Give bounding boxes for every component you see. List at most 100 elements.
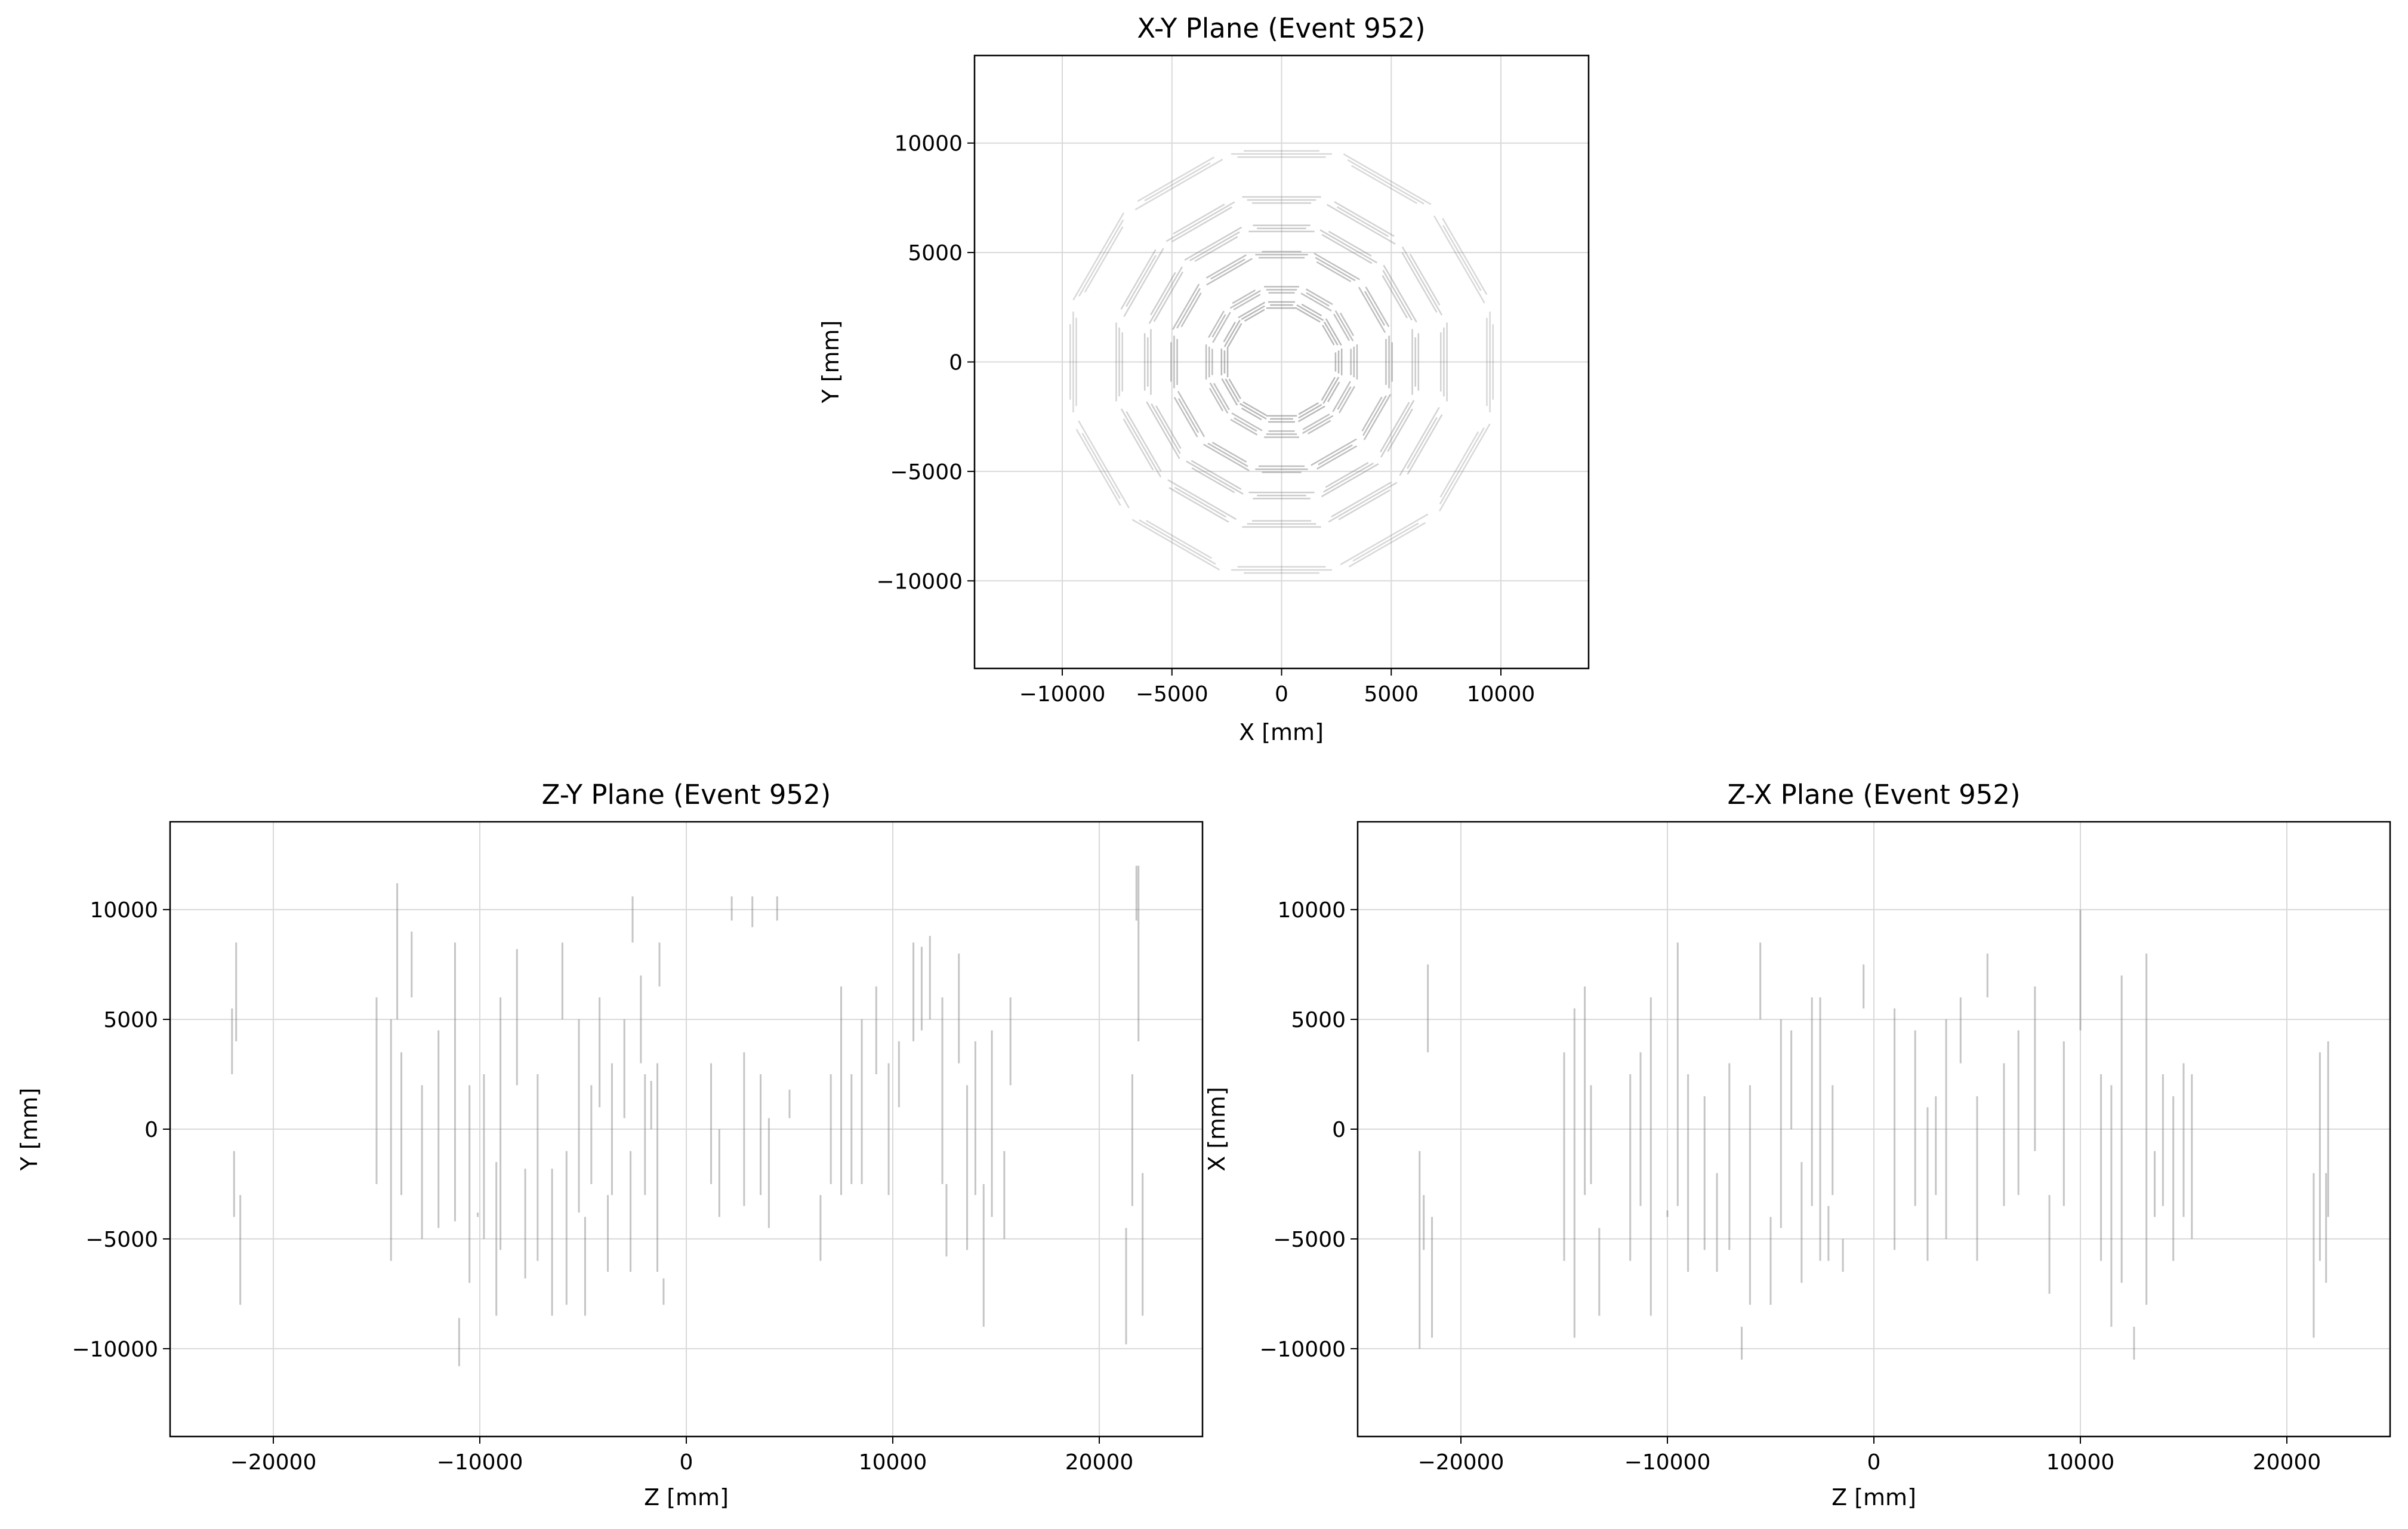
xy-segment: [1223, 321, 1237, 343]
xy-segment: [1126, 411, 1162, 472]
xy-segment: [1230, 418, 1258, 436]
xy-segment: [1173, 204, 1225, 235]
xy-segment: [1401, 246, 1443, 316]
xy-segment: [1407, 414, 1443, 475]
xy-segment: [1439, 431, 1479, 498]
zx-ytick-label: 10000: [1277, 898, 1346, 923]
xy-segment: [1352, 522, 1419, 562]
xy-segment: [1211, 442, 1247, 463]
xy-segment: [1120, 408, 1162, 478]
xy-segments: [1069, 150, 1494, 574]
xy-segment: [1208, 310, 1225, 338]
zy-ylabel: Y [mm]: [16, 1088, 42, 1172]
xy-segment: [1145, 520, 1213, 559]
xy-segment: [1327, 381, 1340, 403]
xy-segment: [1212, 312, 1231, 343]
zx-ytick-label: 0: [1332, 1118, 1346, 1142]
xy-segment: [1131, 519, 1220, 571]
xy-segment: [1333, 313, 1351, 341]
zx-segments: [1419, 910, 2329, 1360]
xy-segment: [1123, 248, 1164, 317]
xy-segment: [1229, 289, 1261, 309]
xy-segment: [1364, 291, 1386, 326]
zy-ytick-label: −10000: [72, 1337, 158, 1362]
xy-segment: [1331, 482, 1392, 518]
xy-segment: [1191, 467, 1235, 494]
xy-segment: [1361, 396, 1383, 432]
xy-segment: [1351, 165, 1418, 204]
xy-segment: [1343, 153, 1432, 205]
xy-segment: [1242, 401, 1267, 416]
zx-xlabel: Z [mm]: [1832, 1484, 1916, 1510]
xy-segment: [1301, 303, 1322, 317]
xy-ytick-label: 10000: [894, 132, 963, 156]
xy-segment: [1305, 288, 1333, 306]
zx-xtick-label: 20000: [2253, 1450, 2321, 1475]
xy-segment: [1228, 378, 1241, 399]
xy-segment: [1438, 423, 1491, 511]
xy-segment: [1306, 292, 1330, 307]
xy-segment: [1227, 323, 1242, 347]
zy-grid: [170, 822, 1203, 1436]
zx-xtick-label: 0: [1867, 1450, 1881, 1475]
xy-segment: [1205, 254, 1247, 279]
xy-segment: [1184, 226, 1242, 261]
xy-segment: [1316, 445, 1358, 470]
zy-xtick-label: −20000: [230, 1450, 317, 1475]
xy-segment: [1191, 460, 1242, 490]
xy-segment: [1296, 308, 1321, 323]
xy-segment: [1407, 417, 1438, 469]
xy-segment: [1325, 462, 1369, 488]
xy-segment: [1209, 382, 1229, 414]
xy-segment: [1189, 231, 1240, 261]
xy-segment: [1338, 489, 1390, 520]
xy-segment: [1302, 415, 1334, 434]
zx-ytick-label: 5000: [1291, 1008, 1346, 1032]
xy-ticks: −10000 −5000 0 5000 10000 −10000 −5000 0 5000 100…: [876, 132, 1535, 707]
xy-ylabel: Y [mm]: [818, 320, 844, 404]
xy-segment: [1322, 325, 1335, 346]
xy-segment: [1442, 218, 1488, 295]
xy-ytick-label: 0: [949, 351, 963, 375]
xy-segment: [1155, 405, 1182, 449]
xy-segment: [1323, 321, 1339, 346]
xy-segment: [1241, 407, 1262, 421]
zy-xtick-label: 10000: [859, 1450, 927, 1475]
xy-segment: [1207, 442, 1248, 467]
zy-xtick-label: 20000: [1065, 1450, 1134, 1475]
xy-segment: [1084, 226, 1124, 293]
xy-segment: [1139, 519, 1216, 565]
xy-segment: [1203, 443, 1250, 471]
xy-segment: [1225, 378, 1240, 403]
xy-segment: [1081, 433, 1121, 500]
xy-segment: [1442, 224, 1482, 291]
xy-segment: [1334, 201, 1395, 237]
xy-segment: [1326, 204, 1396, 245]
xy-ytick-label: −10000: [876, 569, 963, 594]
xy-xlabel: X [mm]: [1239, 719, 1324, 745]
zx-ytick-label: −5000: [1273, 1228, 1346, 1252]
xy-segment: [1137, 156, 1215, 202]
zx-grid: [1358, 822, 2390, 1436]
xy-segment: [1321, 234, 1373, 264]
xy-segment: [1401, 252, 1438, 313]
zy-xtick-label: −10000: [437, 1450, 523, 1475]
xy-segment: [1347, 159, 1425, 205]
xy-segment: [1078, 219, 1124, 297]
zy-ytick-label: −5000: [85, 1228, 158, 1252]
zx-xtick-label: −20000: [1418, 1450, 1504, 1475]
xy-ytick-label: 5000: [908, 241, 963, 266]
xy-segment: [1318, 444, 1353, 466]
zx-ylabel: X [mm]: [1204, 1087, 1230, 1172]
xy-segment: [1232, 289, 1256, 304]
zx-xtick-label: −10000: [1624, 1450, 1711, 1475]
xy-segment: [1144, 162, 1211, 202]
xy-segment: [1311, 438, 1357, 466]
xy-segment: [1153, 271, 1184, 322]
xy-segment: [1151, 403, 1181, 454]
xy-segment: [1316, 261, 1352, 282]
xy-segment: [1387, 408, 1413, 452]
xy-segment: [1186, 460, 1244, 495]
xy-segment: [1328, 482, 1398, 523]
xy-segment: [1321, 463, 1379, 498]
